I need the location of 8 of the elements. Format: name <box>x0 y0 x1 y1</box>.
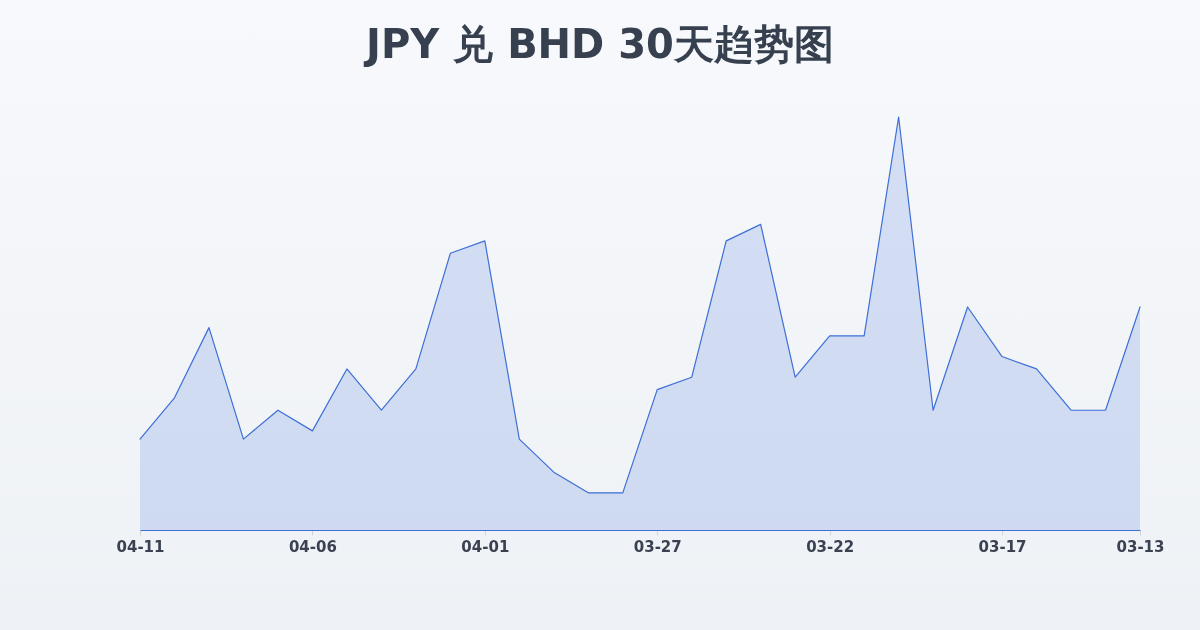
x-tick-label: 03-13 <box>1116 537 1165 556</box>
x-tick-label: 03-17 <box>978 537 1027 556</box>
x-tick-label: 04-01 <box>461 537 510 556</box>
x-tick-label: 04-11 <box>116 537 165 556</box>
x-tick-label: 03-22 <box>806 537 855 556</box>
x-tick-label: 04-06 <box>288 537 337 556</box>
x-tick-label: 03-27 <box>633 537 682 556</box>
chart-title: JPY 兑 BHD 30天趋势图 <box>363 21 834 68</box>
